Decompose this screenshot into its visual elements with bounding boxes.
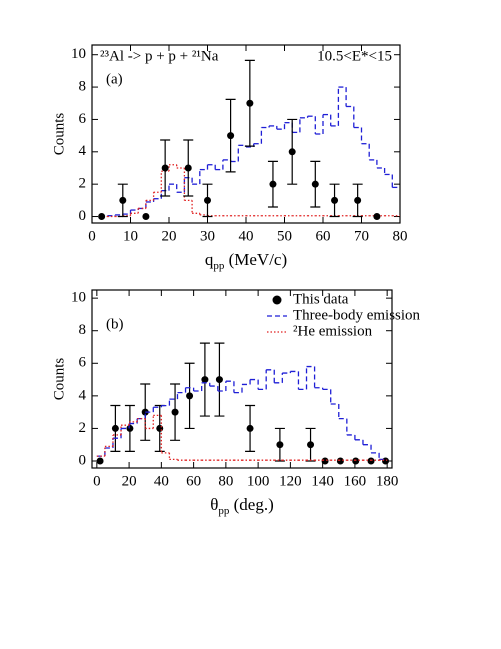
data-point bbox=[204, 196, 211, 204]
x-axis-label-main: q bbox=[205, 250, 214, 269]
plot-frame bbox=[91, 289, 393, 469]
data-point bbox=[269, 180, 277, 188]
data-point bbox=[184, 164, 192, 172]
x-tick-label: 180 bbox=[376, 473, 399, 489]
data-point bbox=[382, 457, 390, 465]
x-axis-label-sub: pp bbox=[218, 505, 230, 517]
annotation: ²³Al -> p + p + ²¹Na bbox=[100, 48, 219, 64]
y-tick-label: 0 bbox=[79, 208, 87, 224]
x-tick-label: 20 bbox=[122, 473, 137, 489]
data-point bbox=[246, 99, 254, 107]
y-tick-label: 0 bbox=[79, 452, 87, 468]
y-axis-label: Counts bbox=[51, 358, 67, 401]
data-point bbox=[119, 196, 127, 204]
panel-label: (b) bbox=[106, 316, 124, 332]
data-point bbox=[161, 164, 169, 172]
x-tick-label: 10 bbox=[123, 228, 138, 244]
y-axis-label: Counts bbox=[51, 113, 67, 156]
y-tick-label: 6 bbox=[79, 111, 87, 127]
data-point bbox=[321, 457, 329, 465]
x-axis-label: qpp (MeV/c) bbox=[205, 250, 287, 272]
x-tick-label: 50 bbox=[277, 228, 292, 244]
x-tick-label: 80 bbox=[393, 228, 408, 244]
x-tick-label: 60 bbox=[186, 473, 201, 489]
data-point bbox=[215, 376, 223, 384]
y-tick-label: 6 bbox=[79, 355, 87, 371]
data-point bbox=[354, 196, 362, 204]
data-point bbox=[331, 196, 339, 204]
data-point bbox=[142, 213, 150, 221]
y-tick-label: 2 bbox=[79, 176, 87, 192]
x-tick-label: 20 bbox=[162, 228, 177, 244]
panel: 0 10 20 30 40 50 60 70 80 0 2 4 6 8 10 qpp (MeV/c) Count… bbox=[51, 44, 408, 272]
data-point bbox=[201, 376, 209, 384]
legend-label: Three-body emission bbox=[293, 307, 421, 323]
data-point bbox=[311, 180, 319, 188]
x-tick-label: 80 bbox=[218, 473, 233, 489]
data-point bbox=[352, 457, 360, 465]
legend-marker bbox=[272, 295, 282, 305]
plot-frame bbox=[91, 44, 401, 224]
data-point bbox=[288, 148, 296, 156]
y-tick-label: 10 bbox=[71, 290, 86, 306]
data-point bbox=[156, 424, 164, 432]
data-point bbox=[186, 392, 194, 400]
x-tick-label: 30 bbox=[200, 228, 215, 244]
y-tick-label: 4 bbox=[79, 387, 87, 403]
x-tick-label: 120 bbox=[279, 473, 302, 489]
x-axis-label: θpp (deg.) bbox=[210, 495, 274, 517]
data-point bbox=[336, 457, 344, 465]
y-tick-label: 10 bbox=[71, 46, 86, 62]
data-point bbox=[227, 132, 235, 140]
x-tick-label: 0 bbox=[88, 228, 96, 244]
data-point bbox=[367, 457, 375, 465]
data-point bbox=[307, 441, 315, 449]
data-point bbox=[171, 408, 179, 416]
data-point bbox=[276, 441, 284, 449]
legend-label: ²He emission bbox=[293, 323, 373, 339]
data-point bbox=[246, 424, 254, 432]
x-axis-label-unit: (deg.) bbox=[229, 495, 273, 514]
y-tick-label: 8 bbox=[79, 79, 87, 95]
x-tick-label: 60 bbox=[316, 228, 331, 244]
data-point bbox=[111, 424, 119, 432]
panel-label: (a) bbox=[106, 71, 123, 87]
legend-label: This data bbox=[293, 291, 349, 307]
data-point bbox=[373, 213, 381, 221]
x-tick-label: 70 bbox=[354, 228, 369, 244]
x-axis-label-main: θ bbox=[210, 495, 218, 514]
y-tick-label: 2 bbox=[79, 420, 87, 436]
x-tick-label: 0 bbox=[93, 473, 101, 489]
x-tick-label: 140 bbox=[311, 473, 334, 489]
x-tick-label: 40 bbox=[239, 228, 254, 244]
data-point bbox=[126, 424, 134, 432]
annotation: 10.5<E*<15 bbox=[317, 48, 392, 64]
x-tick-label: 40 bbox=[154, 473, 169, 489]
y-tick-label: 8 bbox=[79, 322, 87, 338]
data-point bbox=[96, 457, 104, 465]
x-axis-label-sub: pp bbox=[213, 260, 225, 272]
data-point bbox=[98, 213, 106, 221]
panel: 0 20 40 60 80 100 120 140 160 180 0 2 4 6 8 10 θpp (deg.… bbox=[51, 289, 421, 517]
x-axis-label-unit: (MeV/c) bbox=[224, 250, 287, 269]
x-tick-label: 160 bbox=[344, 473, 367, 489]
y-tick-label: 4 bbox=[79, 143, 87, 159]
x-tick-label: 100 bbox=[247, 473, 270, 489]
